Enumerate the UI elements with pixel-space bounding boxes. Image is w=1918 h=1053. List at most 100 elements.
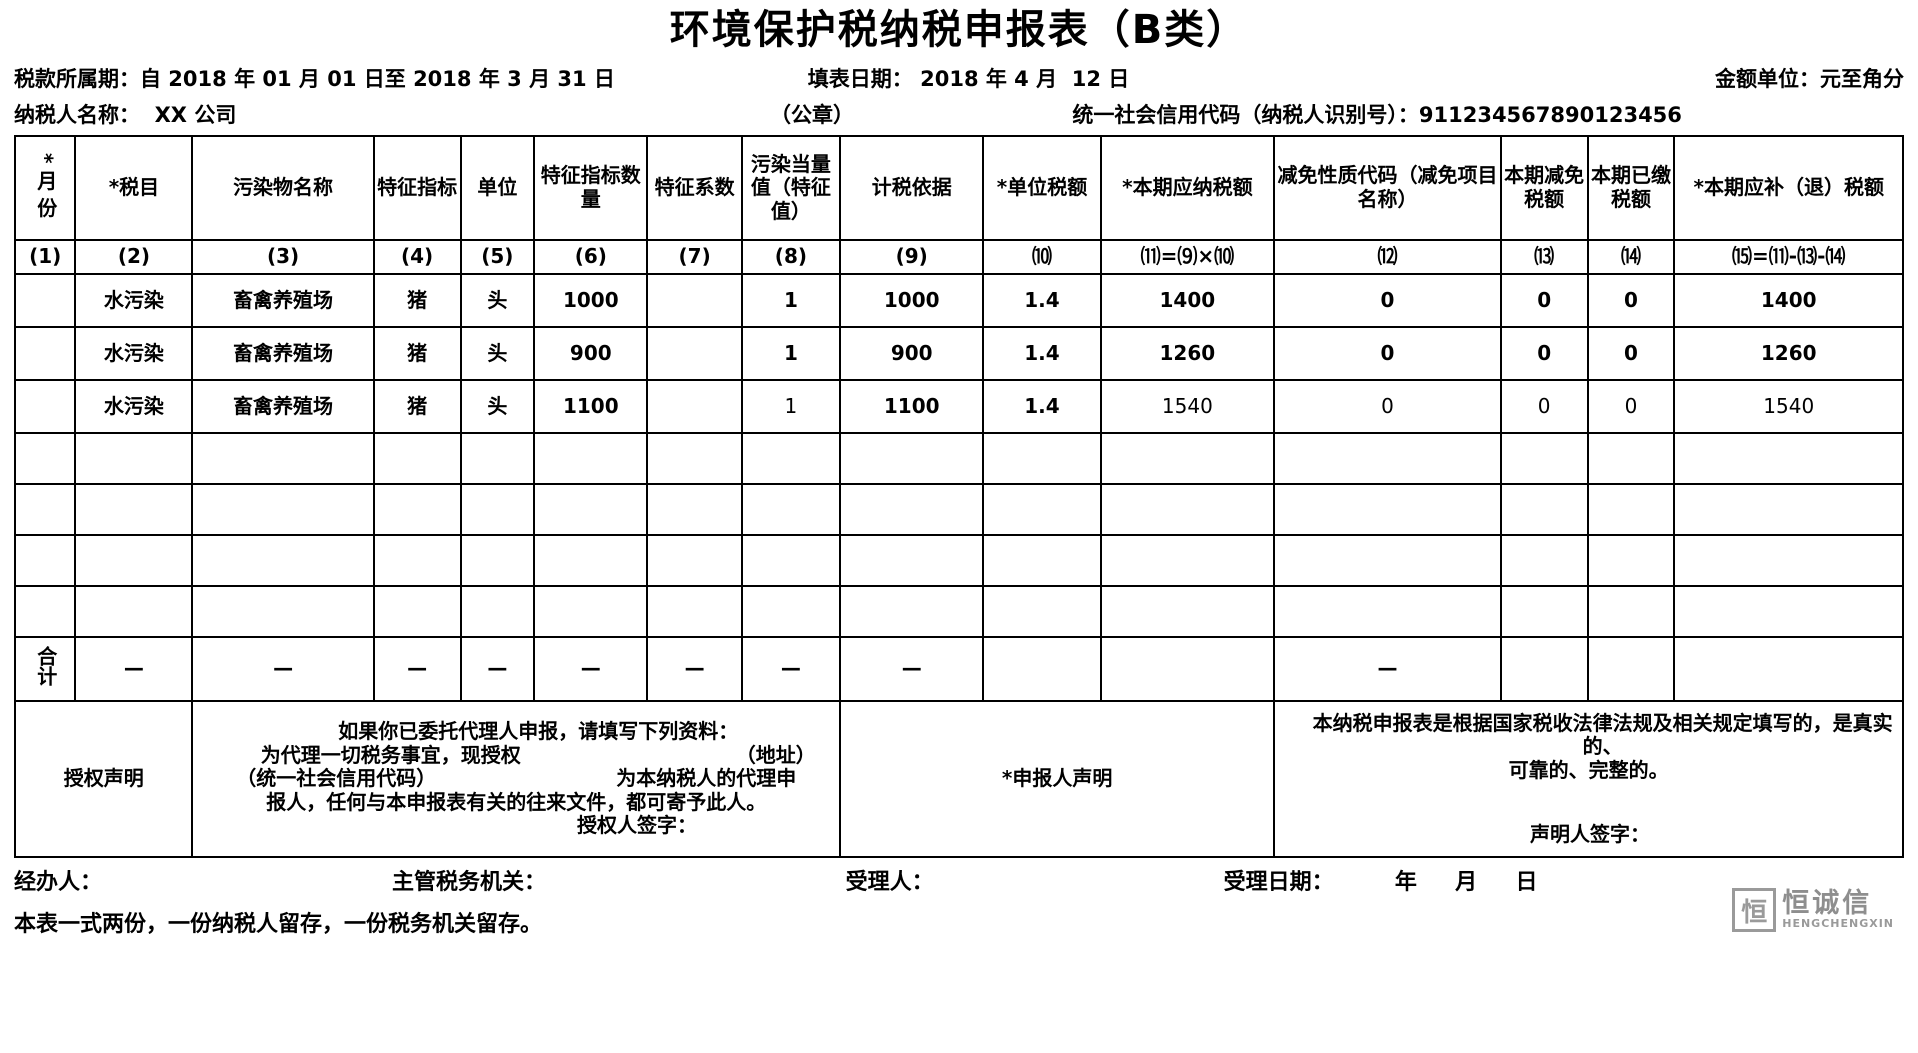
cell-empty[interactable] bbox=[1273, 483, 1502, 536]
table-row-empty[interactable] bbox=[13, 483, 1904, 536]
declarer-signature-label[interactable]: 声明人签字： bbox=[1530, 821, 1650, 846]
cell-empty[interactable] bbox=[372, 585, 462, 638]
cell-empty[interactable] bbox=[1273, 585, 1502, 638]
cell-empty[interactable] bbox=[838, 432, 985, 485]
cell-pollutant[interactable]: 畜禽养殖场 bbox=[191, 273, 375, 328]
cell-empty[interactable] bbox=[533, 534, 649, 587]
cell-empty[interactable] bbox=[740, 585, 841, 638]
cell-empty[interactable] bbox=[740, 483, 841, 536]
cell-reduction-amount[interactable]: 0 bbox=[1499, 326, 1589, 381]
table-row-empty[interactable] bbox=[13, 432, 1904, 485]
cell-unit[interactable]: 头 bbox=[459, 326, 536, 381]
cell-empty[interactable] bbox=[1099, 432, 1276, 485]
cell-empty[interactable] bbox=[74, 432, 194, 485]
cell-empty[interactable] bbox=[1586, 483, 1676, 536]
cell-empty[interactable] bbox=[1673, 585, 1904, 638]
receive-date-label[interactable]: 受理日期： 年 月 日 bbox=[1223, 870, 1538, 895]
cell-coefficient[interactable] bbox=[646, 379, 743, 434]
cell-empty[interactable] bbox=[838, 483, 985, 536]
cell-empty[interactable] bbox=[1499, 534, 1589, 587]
cell-tax-payable[interactable]: 1540 bbox=[1099, 379, 1276, 434]
cell-empty[interactable] bbox=[13, 585, 77, 638]
table-row[interactable]: 水污染 畜禽养殖场 猪 头 1000 1 1000 1.4 1400 0 0 0… bbox=[13, 273, 1904, 328]
cell-empty[interactable] bbox=[191, 585, 375, 638]
cell-tax-payable[interactable]: 1260 bbox=[1099, 326, 1276, 381]
auth-signature-label[interactable]: 授权人签字： bbox=[576, 813, 697, 838]
cell-empty[interactable] bbox=[646, 483, 743, 536]
cell-indicator-qty[interactable]: 1000 bbox=[533, 273, 649, 328]
cell-empty[interactable] bbox=[459, 534, 536, 587]
cell-empty[interactable] bbox=[646, 432, 743, 485]
cell-paid-amount[interactable]: 0 bbox=[1586, 273, 1676, 328]
cell-unit-tax[interactable]: 1.4 bbox=[982, 379, 1102, 434]
cell-equivalent-value[interactable]: 1 bbox=[740, 273, 841, 328]
cell-empty[interactable] bbox=[646, 585, 743, 638]
cell-indicator[interactable]: 猪 bbox=[372, 326, 462, 381]
cell-empty[interactable] bbox=[982, 483, 1102, 536]
cell-tax-payable[interactable]: 1400 bbox=[1099, 273, 1276, 328]
table-row-empty[interactable] bbox=[13, 534, 1904, 587]
cell-empty[interactable] bbox=[372, 432, 462, 485]
cell-empty[interactable] bbox=[372, 483, 462, 536]
cell-equivalent-value[interactable]: 1 bbox=[740, 379, 841, 434]
cell-empty[interactable] bbox=[459, 483, 536, 536]
cell-empty[interactable] bbox=[1586, 534, 1676, 587]
cell-empty[interactable] bbox=[1586, 432, 1676, 485]
cell-empty[interactable] bbox=[1673, 483, 1904, 536]
cell-reduction-code[interactable]: 0 bbox=[1273, 326, 1502, 381]
cell-coefficient[interactable] bbox=[646, 273, 743, 328]
cell-month[interactable] bbox=[13, 273, 77, 328]
cell-month[interactable] bbox=[13, 379, 77, 434]
cell-balance[interactable]: 1400 bbox=[1673, 273, 1904, 328]
cell-paid-amount[interactable]: 0 bbox=[1586, 326, 1676, 381]
cell-empty[interactable] bbox=[191, 432, 375, 485]
cell-unit-tax[interactable]: 1.4 bbox=[982, 273, 1102, 328]
cell-reduction-code[interactable]: 0 bbox=[1273, 273, 1502, 328]
cell-empty[interactable] bbox=[533, 432, 649, 485]
cell-empty[interactable] bbox=[1099, 585, 1276, 638]
cell-empty[interactable] bbox=[1586, 585, 1676, 638]
cell-indicator-qty[interactable]: 1100 bbox=[533, 379, 649, 434]
cell-empty[interactable] bbox=[13, 432, 77, 485]
cell-unit[interactable]: 头 bbox=[459, 379, 536, 434]
cell-reduction-amount[interactable]: 0 bbox=[1499, 379, 1589, 434]
cell-pollutant[interactable]: 畜禽养殖场 bbox=[191, 379, 375, 434]
cell-tax-basis[interactable]: 1000 bbox=[838, 273, 985, 328]
cell-empty[interactable] bbox=[982, 432, 1102, 485]
cell-empty[interactable] bbox=[372, 534, 462, 587]
cell-unit-tax[interactable]: 1.4 bbox=[982, 326, 1102, 381]
cell-indicator[interactable]: 猪 bbox=[372, 273, 462, 328]
cell-empty[interactable] bbox=[191, 534, 375, 587]
cell-empty[interactable] bbox=[74, 585, 194, 638]
receiver-label[interactable]: 受理人： bbox=[845, 870, 934, 895]
cell-empty[interactable] bbox=[982, 534, 1102, 587]
cell-equivalent-value[interactable]: 1 bbox=[740, 326, 841, 381]
cell-empty[interactable] bbox=[1499, 432, 1589, 485]
cell-empty[interactable] bbox=[646, 534, 743, 587]
cell-empty[interactable] bbox=[74, 534, 194, 587]
cell-reduction-amount[interactable]: 0 bbox=[1499, 273, 1589, 328]
tax-authority-label[interactable]: 主管税务机关： bbox=[392, 870, 547, 895]
cell-empty[interactable] bbox=[191, 483, 375, 536]
cell-empty[interactable] bbox=[1099, 534, 1276, 587]
cell-empty[interactable] bbox=[740, 534, 841, 587]
cell-empty[interactable] bbox=[533, 483, 649, 536]
handler-label[interactable]: 经办人： bbox=[14, 870, 103, 895]
cell-indicator[interactable]: 猪 bbox=[372, 379, 462, 434]
table-row[interactable]: 水污染 畜禽养殖场 猪 头 900 1 900 1.4 1260 0 0 0 1… bbox=[13, 326, 1904, 381]
cell-empty[interactable] bbox=[838, 585, 985, 638]
cell-empty[interactable] bbox=[459, 432, 536, 485]
cell-tax-item[interactable]: 水污染 bbox=[74, 273, 194, 328]
cell-empty[interactable] bbox=[459, 585, 536, 638]
table-row-empty[interactable] bbox=[13, 585, 1904, 638]
cell-empty[interactable] bbox=[74, 483, 194, 536]
cell-empty[interactable] bbox=[1499, 483, 1589, 536]
cell-empty[interactable] bbox=[1499, 585, 1589, 638]
table-row[interactable]: 水污染 畜禽养殖场 猪 头 1100 1 1100 1.4 1540 0 0 0… bbox=[13, 379, 1904, 434]
cell-balance[interactable]: 1260 bbox=[1673, 326, 1904, 381]
cell-empty[interactable] bbox=[740, 432, 841, 485]
cell-month[interactable] bbox=[13, 326, 77, 381]
cell-empty[interactable] bbox=[838, 534, 985, 587]
cell-coefficient[interactable] bbox=[646, 326, 743, 381]
cell-tax-item[interactable]: 水污染 bbox=[74, 326, 194, 381]
